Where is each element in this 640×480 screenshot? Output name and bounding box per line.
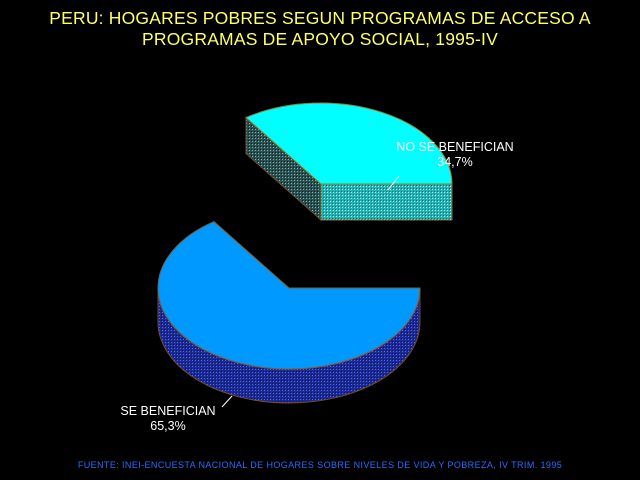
leader-line-se-beneficioan <box>221 395 233 408</box>
slice-name-no-se-benefician: NO SE BENEFICIAN <box>396 140 514 154</box>
slice-name-se-benefician: SE BENEFICIAN <box>120 404 216 418</box>
chart-title-line-2: PROGRAMAS DE APOYO SOCIAL, 1995-IV <box>142 29 498 49</box>
slice-se-benefician <box>157 220 421 370</box>
slice-value-no-se-benefician: 34,7% <box>437 155 473 169</box>
slice-value-se-benefician: 65,3% <box>150 419 186 433</box>
chart-title: PERU: HOGARES POBRES SEGUN PROGRAMAS DE … <box>0 8 640 50</box>
slice-no-se-benefician <box>245 102 453 185</box>
slice-label-no-se-benefician: NO SE BENEFICIAN 34,7% <box>370 140 540 170</box>
slice-label-se-benefician: SE BENEFICIAN 65,3% <box>98 404 238 434</box>
chart-title-line-1: PERU: HOGARES POBRES SEGUN PROGRAMAS DE … <box>49 8 591 28</box>
source-note: FUENTE: INEI-ENCUESTA NACIONAL DE HOGARE… <box>77 460 563 470</box>
leader-line-no-se-benefician <box>387 175 400 191</box>
slice-side-no-se-benefician <box>320 183 453 221</box>
